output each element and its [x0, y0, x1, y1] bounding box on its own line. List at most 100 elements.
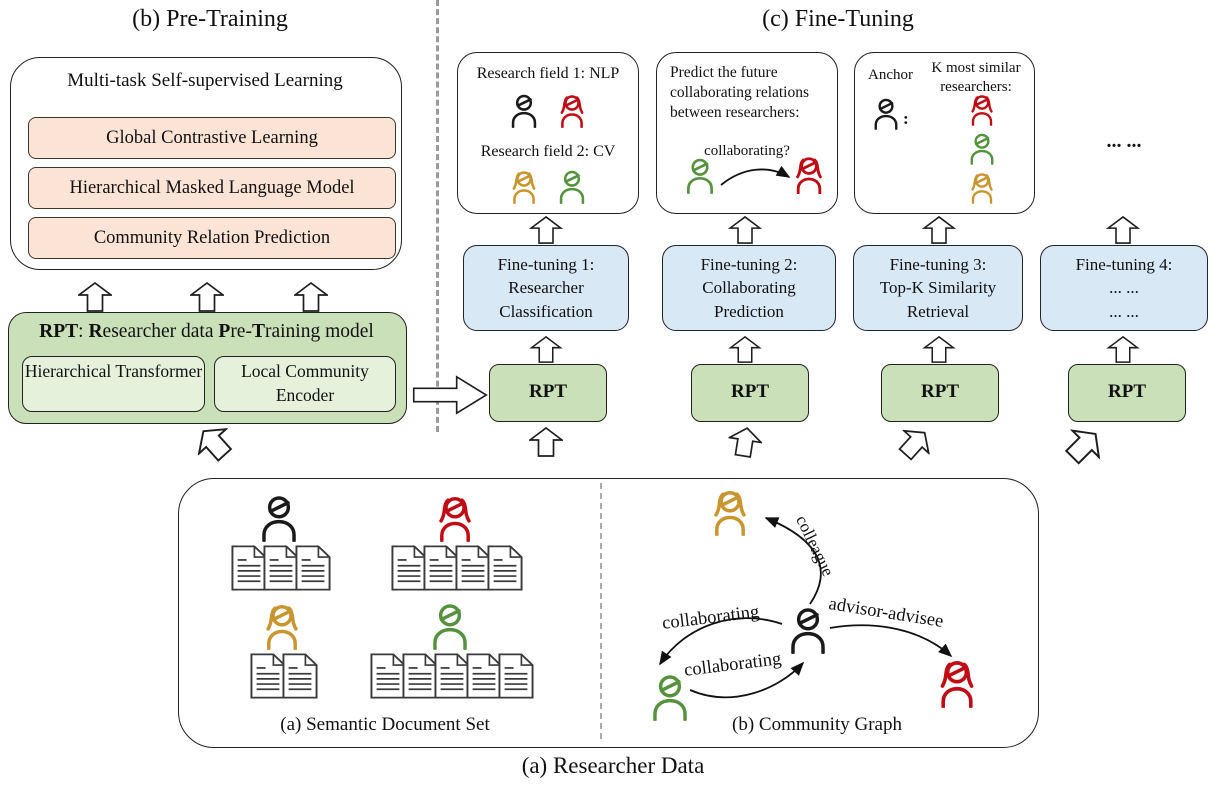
research-field-2-label: Research field 2: CV [480, 143, 616, 160]
up-arrow-icon [78, 282, 112, 312]
rpt-title-seg: RPT [39, 321, 79, 342]
up-arrow-icon [294, 282, 328, 312]
researcher-icon-black [786, 606, 830, 654]
document-row [231, 545, 327, 591]
colleague-edge [764, 517, 822, 605]
researcher-icon-red [967, 93, 997, 126]
researcher-icon-red [433, 494, 477, 542]
rpt-model-title: RPT: Researcher data Pre-Training model [8, 321, 405, 343]
rpt-title-seg: T [251, 321, 265, 342]
finetuning-1-line: Researcher [508, 278, 584, 298]
document-icon [231, 545, 267, 591]
classification-example-card: Research field 1: NLP Research field 2: … [457, 52, 639, 214]
pretrain-to-finetune-arrow-icon [410, 374, 490, 416]
document-icon [423, 545, 459, 591]
up-arrow-icon [190, 282, 224, 312]
rpt-box-4: RPT [1068, 364, 1186, 422]
finetuning-3-line: Retrieval [906, 301, 970, 321]
anchor-colon: : [903, 109, 909, 128]
finetuning-1-line: Classification [499, 301, 593, 321]
multitask-learning-header: Multi-task Self-supervised Learning [67, 70, 343, 91]
document-icon [370, 653, 406, 699]
finetuning-2-line: Fine-tuning 2: [700, 255, 798, 274]
local-community-encoder-box: Local Community Encoder [214, 356, 396, 412]
diagonal-up-right-arrow-icon [891, 420, 938, 467]
rpt-box-1: RPT [489, 364, 607, 422]
community-graph-caption: (b) Community Graph [732, 714, 902, 735]
k-most-similar-label: K most similar researchers: [931, 60, 1021, 95]
researcher-icon-gold [508, 169, 540, 204]
finetuning-2-line: Prediction [714, 301, 784, 321]
document-row [391, 545, 519, 591]
field1-researchers [458, 93, 638, 128]
researcher-icon-gold [967, 171, 997, 204]
docset-community-divider [600, 483, 602, 739]
researcher-icon-gold [260, 602, 304, 650]
diagonal-up-right-arrow-icon [1057, 418, 1111, 472]
up-arrow-icon [529, 216, 563, 244]
document-row [250, 653, 314, 699]
collaborating-out-edge [659, 617, 783, 666]
finetuning-1-box: Fine-tuning 1: Researcher Classification [463, 245, 629, 331]
up-arrow-icon [529, 427, 563, 457]
rpt-title-seg: esearcher data [102, 321, 219, 342]
document-icon [498, 653, 534, 699]
up-arrow-icon [922, 336, 956, 363]
semantic-document-set-caption: (a) Semantic Document Set [280, 714, 490, 735]
finetuning-3-line: Fine-tuning 3: [889, 255, 987, 274]
researcher-data-section-title: (a) Researcher Data [521, 753, 705, 778]
researcher-data-box [178, 478, 1039, 748]
finetuning-1-line: Fine-tuning 1: [497, 255, 595, 274]
researcher-icon-green [428, 602, 472, 650]
finetuning-3-box: Fine-tuning 3: Top-K Similarity Retrieva… [853, 245, 1023, 331]
rpt-box-3: RPT [881, 364, 999, 422]
rpt-title-seg: P [218, 321, 231, 342]
task-hierarchical-masked-lm: Hierarchical Masked Language Model [28, 167, 396, 209]
task-global-contrastive-learning: Global Contrastive Learning [28, 117, 396, 159]
researcher-icon-red [934, 658, 980, 708]
anchor-label: Anchor [868, 67, 913, 83]
document-row [370, 653, 530, 699]
researcher-icon-green [683, 157, 717, 194]
rpt-title-seg: R [88, 321, 103, 342]
researcher-icon-green [967, 132, 997, 165]
finetuning-4-line: ... ... [1109, 278, 1139, 298]
researcher-icon-black [508, 93, 540, 128]
collaboration-prompt: Predict the future collaborating relatio… [670, 64, 810, 121]
researcher-icon-green [556, 169, 588, 204]
field2-researchers [458, 169, 638, 204]
researcher-icon-gold [708, 488, 752, 536]
document-icon [263, 545, 299, 591]
collaborating-question-label: collaborating? [704, 143, 790, 159]
finetuning-4-line: Fine-tuning 4: [1075, 255, 1173, 274]
researcher-icon-red [556, 93, 588, 128]
docset-group-black [231, 494, 327, 591]
finetuning-2-line: Collaborating [702, 278, 796, 298]
collaboration-edge [720, 165, 791, 186]
retrieval-example-card: Anchor K most similar researchers: : [854, 52, 1035, 214]
task-community-relation-prediction: Community Relation Prediction [28, 217, 396, 259]
advisor-advisee-edge [829, 624, 953, 658]
document-icon [402, 653, 438, 699]
researcher-icon-black [257, 494, 301, 542]
docset-group-gold [250, 602, 314, 699]
up-arrow-icon [726, 425, 764, 460]
document-icon [295, 545, 331, 591]
up-arrow-icon [728, 336, 762, 363]
rpt-title-seg: : [78, 321, 89, 342]
rpt-title-seg: re- [230, 321, 252, 342]
pretraining-section-title: (b) Pre-Training [132, 6, 288, 32]
finetuning-3-line: Top-K Similarity [879, 278, 997, 298]
anchor-researcher-icon-black [871, 97, 901, 130]
up-arrow-icon [1106, 336, 1140, 363]
researcher-icon-red [791, 155, 827, 194]
finetuning-2-box: Fine-tuning 2: Collaborating Prediction [662, 245, 836, 331]
rpt-title-seg: raining model [264, 321, 374, 342]
finetuning-4-line: ... ... [1109, 301, 1139, 321]
finetuning-section-title: (c) Fine-Tuning [762, 6, 914, 32]
docset-group-red [391, 494, 519, 591]
finetuning-4-box: Fine-tuning 4: ... ... ... ... [1040, 245, 1208, 331]
document-icon [487, 545, 523, 591]
document-icon [434, 653, 470, 699]
research-field-1-label: Research field 1: NLP [476, 65, 620, 82]
